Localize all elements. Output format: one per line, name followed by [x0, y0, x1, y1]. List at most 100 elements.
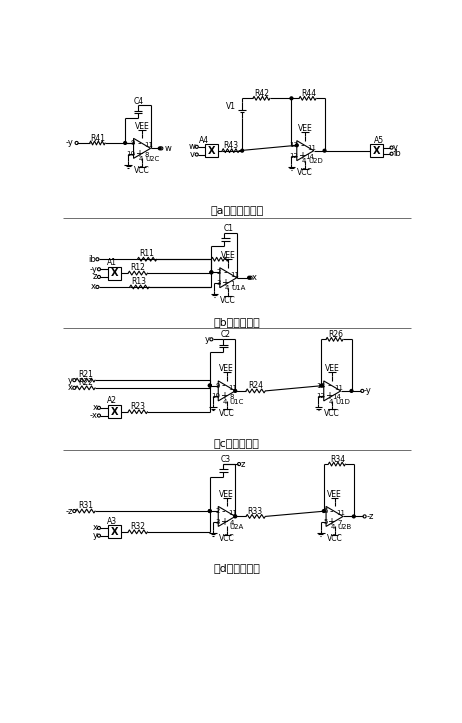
Circle shape: [296, 144, 298, 147]
Text: -: -: [137, 138, 141, 148]
Bar: [205, 144, 218, 157]
Text: 11: 11: [144, 142, 153, 148]
Text: V1: V1: [226, 101, 236, 111]
Circle shape: [322, 510, 325, 513]
Text: -: -: [222, 506, 225, 516]
Text: A4: A4: [199, 136, 209, 145]
Circle shape: [323, 149, 326, 152]
Text: -x: -x: [90, 411, 97, 420]
Text: VCC: VCC: [134, 166, 150, 175]
Text: R44: R44: [301, 89, 316, 98]
Text: x: x: [92, 403, 97, 412]
Text: 3: 3: [215, 519, 220, 525]
Text: VEE: VEE: [298, 124, 313, 133]
Text: 11: 11: [230, 272, 239, 278]
Text: 1: 1: [231, 281, 235, 287]
Text: X: X: [110, 527, 118, 536]
Circle shape: [210, 271, 213, 274]
Text: R32: R32: [130, 522, 145, 531]
Text: +: +: [221, 278, 229, 288]
Text: 8: 8: [229, 394, 234, 400]
Circle shape: [208, 510, 211, 513]
Text: +: +: [220, 391, 228, 401]
Text: R41: R41: [90, 134, 105, 143]
Text: R31: R31: [79, 501, 93, 510]
Text: 10: 10: [211, 393, 220, 399]
Text: w: w: [188, 142, 195, 151]
Text: VCC: VCC: [324, 408, 340, 418]
Circle shape: [208, 510, 211, 513]
Text: 11: 11: [228, 385, 237, 391]
Text: （d）第三通道: （d）第三通道: [213, 563, 260, 573]
Text: -: -: [300, 140, 304, 150]
Circle shape: [248, 276, 250, 279]
Text: U2D: U2D: [309, 158, 323, 164]
Text: -y: -y: [364, 386, 372, 395]
Text: -: -: [330, 506, 333, 516]
Text: A1: A1: [107, 258, 117, 267]
Text: 11: 11: [307, 145, 316, 150]
Circle shape: [234, 515, 237, 518]
Text: R23: R23: [130, 402, 145, 411]
Text: 11: 11: [228, 510, 237, 516]
Text: R21: R21: [79, 370, 93, 380]
Text: VCC: VCC: [220, 296, 236, 304]
Text: 9: 9: [215, 382, 220, 388]
Text: x: x: [252, 273, 257, 282]
Text: -y: -y: [66, 139, 73, 147]
Bar: [108, 267, 121, 280]
Text: VEE: VEE: [135, 121, 149, 131]
Text: U1A: U1A: [231, 286, 246, 291]
Text: +: +: [298, 151, 306, 161]
Text: ib: ib: [393, 149, 401, 158]
Text: 11: 11: [336, 510, 345, 516]
Text: （b）第一通道: （b）第一通道: [213, 317, 260, 327]
Text: y: y: [205, 335, 210, 344]
Text: x: x: [92, 523, 97, 532]
Text: +: +: [325, 391, 333, 401]
Text: -y: -y: [90, 265, 97, 274]
Bar: [370, 144, 383, 157]
Text: 4: 4: [229, 520, 234, 526]
Text: 2: 2: [215, 508, 220, 514]
Text: +: +: [220, 517, 228, 527]
Text: 14: 14: [333, 394, 341, 400]
Text: R33: R33: [248, 507, 263, 515]
Text: U1C: U1C: [230, 398, 244, 405]
Circle shape: [241, 149, 243, 152]
Text: 4: 4: [225, 286, 229, 291]
Bar: [108, 526, 121, 539]
Text: 13: 13: [289, 142, 298, 148]
Text: +: +: [135, 149, 143, 159]
Text: VEE: VEE: [221, 251, 236, 260]
Text: X: X: [372, 145, 380, 155]
Text: 9: 9: [131, 140, 135, 146]
Text: A2: A2: [107, 396, 117, 406]
Text: 6: 6: [323, 508, 328, 514]
Text: R24: R24: [248, 381, 263, 390]
Text: VCC: VCC: [327, 534, 342, 543]
Text: +: +: [328, 517, 335, 527]
Text: C1: C1: [224, 224, 234, 233]
Text: -: -: [224, 268, 227, 278]
Text: -z: -z: [366, 512, 373, 521]
Text: 14: 14: [305, 154, 314, 160]
Text: VEE: VEE: [327, 489, 342, 499]
Text: X: X: [110, 268, 118, 278]
Text: x: x: [68, 383, 73, 393]
Text: U2B: U2B: [338, 524, 352, 530]
Text: VEE: VEE: [325, 364, 340, 373]
Text: 4: 4: [223, 398, 227, 405]
Text: R22: R22: [79, 378, 93, 387]
Text: U1D: U1D: [335, 398, 350, 405]
Circle shape: [290, 97, 293, 100]
Circle shape: [350, 390, 353, 393]
Text: -: -: [222, 380, 225, 390]
Text: U2A: U2A: [230, 524, 244, 530]
Text: 12: 12: [290, 153, 298, 159]
Text: y: y: [393, 143, 398, 152]
Text: y: y: [68, 376, 73, 385]
Text: z: z: [93, 273, 97, 281]
Circle shape: [208, 384, 211, 387]
Text: R26: R26: [328, 330, 343, 339]
